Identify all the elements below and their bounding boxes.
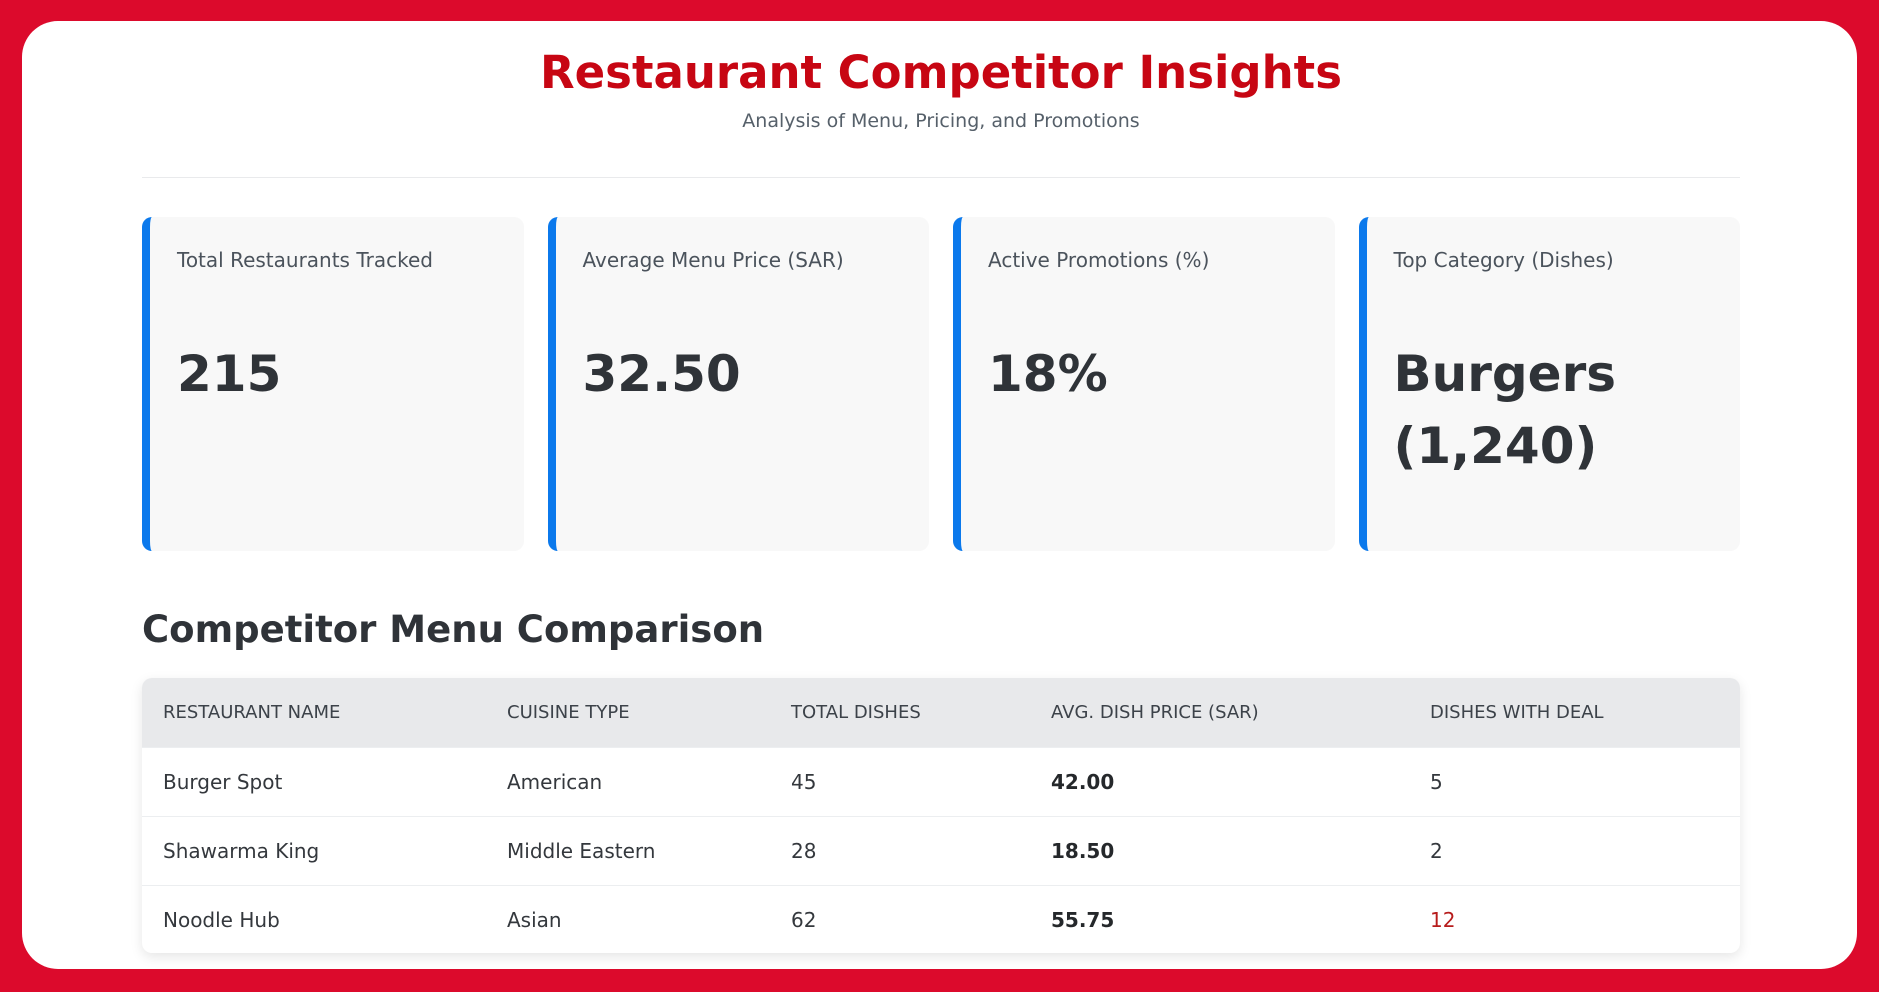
- column-header-cuisine-type: Cuisine Type: [486, 678, 770, 748]
- column-header-total-dishes: Total Dishes: [770, 678, 1030, 748]
- average-dish-price-cell: 18.50: [1030, 816, 1409, 886]
- summary-card-label: Top Category (Dishes): [1393, 248, 1614, 272]
- dashboard-page: Restaurant Competitor Insights Analysis …: [22, 21, 1857, 969]
- table-body: Burger Spot American 45 42.00 5 Shawarma…: [142, 747, 1740, 953]
- competitor-menu-comparison-title: Competitor Menu Comparison: [142, 608, 765, 651]
- cuisine-type-cell: Middle Eastern: [486, 816, 770, 886]
- restaurant-name-cell: Burger Spot: [142, 747, 486, 817]
- dishes-with-deal-cell: 5: [1409, 747, 1740, 817]
- restaurant-name-cell: Shawarma King: [142, 816, 486, 886]
- summary-card-value: 18%: [988, 345, 1108, 403]
- table-row: Noodle Hub Asian 62 55.75 12: [142, 885, 1740, 953]
- table-header: Restaurant Name Cuisine Type Total Dishe…: [142, 678, 1740, 748]
- summary-cards: Total Restaurants Tracked 215 Average Me…: [142, 217, 1740, 551]
- table-row: Burger Spot American 45 42.00 5: [142, 747, 1740, 817]
- summary-card-active-promotions: Active Promotions (%) 18%: [953, 217, 1335, 551]
- summary-card-value: Burgers (1,240): [1393, 345, 1617, 475]
- summary-card-average-menu-price: Average Menu Price (SAR) 32.50: [547, 217, 929, 551]
- average-dish-price-cell: 55.75: [1030, 885, 1409, 953]
- dishes-with-deal-cell: 2: [1409, 816, 1740, 886]
- summary-card-total-restaurants: Total Restaurants Tracked 215: [142, 217, 524, 551]
- summary-card-label: Total Restaurants Tracked: [177, 248, 433, 272]
- summary-card-label: Average Menu Price (SAR): [582, 248, 844, 272]
- page-subtitle: Analysis of Menu, Pricing, and Promotion…: [742, 110, 1140, 132]
- page-header: Restaurant Competitor Insights Analysis …: [142, 21, 1740, 178]
- cuisine-type-cell: Asian: [486, 885, 770, 953]
- column-header-dishes-with-deal: Dishes With Deal: [1409, 678, 1740, 748]
- page-title: Restaurant Competitor Insights: [540, 46, 1342, 99]
- total-dishes-cell: 62: [770, 885, 1030, 953]
- cuisine-type-cell: American: [486, 747, 770, 817]
- comparison-table: Restaurant Name Cuisine Type Total Dishe…: [142, 678, 1740, 953]
- dashboard-content: Restaurant Competitor Insights Analysis …: [142, 21, 1740, 969]
- dishes-with-deal-cell: 12: [1409, 885, 1740, 953]
- summary-card-label: Active Promotions (%): [988, 248, 1210, 272]
- competitor-comparison-table: Restaurant Name Cuisine Type Total Dishe…: [142, 678, 1740, 953]
- summary-card-value: 215: [177, 345, 282, 403]
- summary-card-value: 32.50: [582, 345, 741, 403]
- table-row: Shawarma King Middle Eastern 28 18.50 2: [142, 816, 1740, 886]
- restaurant-name-cell: Noodle Hub: [142, 885, 486, 953]
- total-dishes-cell: 28: [770, 816, 1030, 886]
- column-header-average-dish-price: Avg. Dish Price (SAR): [1030, 678, 1409, 748]
- table-header-row: Restaurant Name Cuisine Type Total Dishe…: [142, 678, 1740, 748]
- summary-card-top-category: Top Category (Dishes) Burgers (1,240): [1358, 217, 1740, 551]
- total-dishes-cell: 45: [770, 747, 1030, 817]
- average-dish-price-cell: 42.00: [1030, 747, 1409, 817]
- column-header-restaurant-name: Restaurant Name: [142, 678, 486, 748]
